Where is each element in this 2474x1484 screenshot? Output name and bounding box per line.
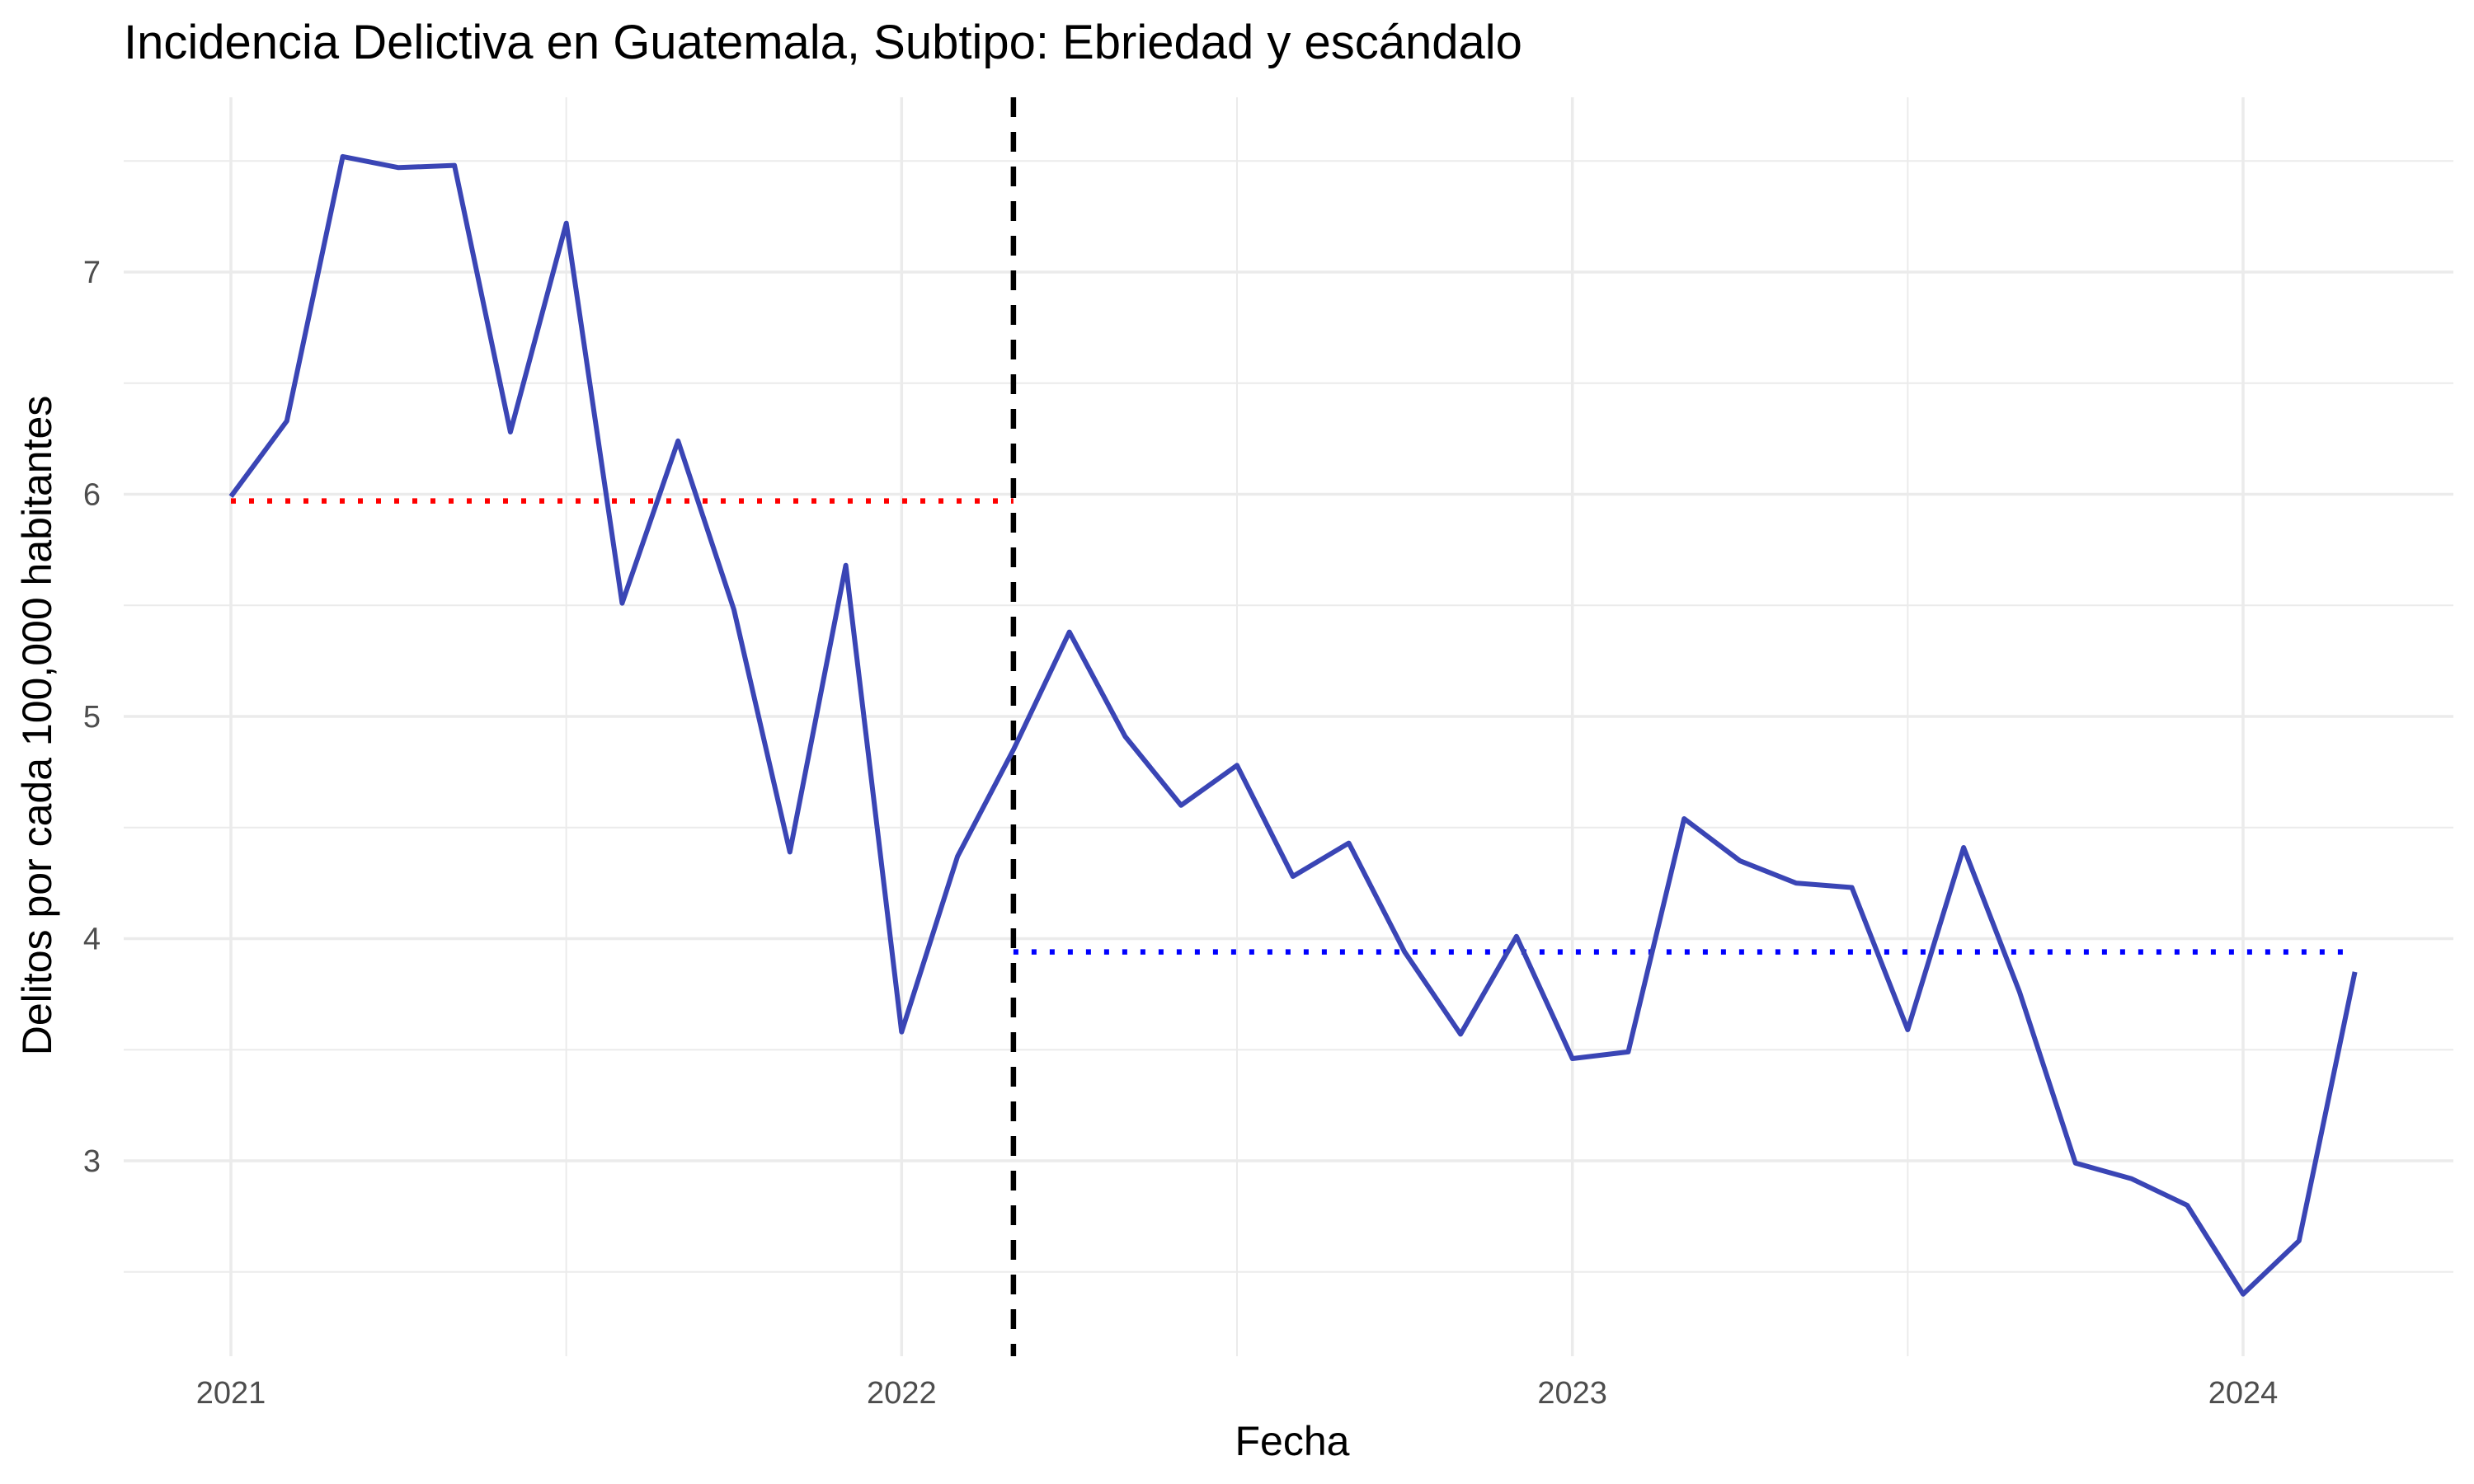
- x-tick-label: 2021: [196, 1376, 266, 1411]
- x-axis-ticks: 2021 2022 2023 2024: [196, 1376, 2279, 1411]
- grid: [124, 97, 2453, 1356]
- x-axis-title: Fecha: [1235, 1418, 1350, 1464]
- x-tick-label: 2022: [867, 1376, 937, 1411]
- y-axis-title: Delitos por cada 100,000 habitantes: [14, 396, 60, 1056]
- y-tick-label: 5: [83, 700, 101, 735]
- chart-title: Incidencia Delictiva en Guatemala, Subti…: [124, 16, 1522, 69]
- x-tick-label: 2023: [1537, 1376, 1607, 1411]
- y-axis-ticks: 3 4 5 6 7: [83, 256, 101, 1179]
- series-line: [228, 153, 2358, 1297]
- y-tick-label: 7: [83, 256, 101, 290]
- y-tick-label: 6: [83, 478, 101, 513]
- y-tick-label: 3: [83, 1144, 101, 1179]
- series-lines: [228, 153, 2358, 1297]
- y-tick-label: 4: [83, 923, 101, 957]
- reference-lines: [231, 97, 2355, 1356]
- x-tick-label: 2024: [2208, 1376, 2279, 1411]
